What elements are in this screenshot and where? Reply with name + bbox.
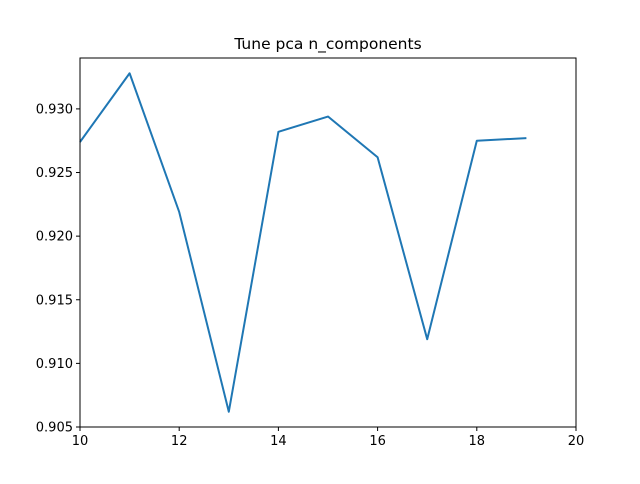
y-tick-label: 0.920 xyxy=(36,230,73,245)
x-tick-label: 20 xyxy=(568,434,585,449)
y-tick-label: 0.930 xyxy=(36,102,73,117)
x-tick-label: 18 xyxy=(469,434,486,449)
y-tick-label: 0.910 xyxy=(36,357,73,372)
x-axis-ticks: 10 12 14 16 18 20 xyxy=(72,427,585,449)
y-axis-ticks: 0.905 0.910 0.915 0.920 0.925 0.930 xyxy=(36,102,80,436)
series-line xyxy=(79,72,527,413)
plot-area-frame xyxy=(79,57,577,428)
series-layer xyxy=(79,72,527,413)
x-tick-label: 16 xyxy=(369,434,386,449)
chart-title: Tune pca n_components xyxy=(233,35,421,54)
y-tick-label: 0.925 xyxy=(36,166,73,181)
y-tick-label: 0.905 xyxy=(36,421,73,436)
x-tick-label: 12 xyxy=(171,434,188,449)
x-tick-label: 14 xyxy=(270,434,287,449)
y-tick-label: 0.915 xyxy=(36,293,73,308)
x-tick-label: 10 xyxy=(72,434,89,449)
